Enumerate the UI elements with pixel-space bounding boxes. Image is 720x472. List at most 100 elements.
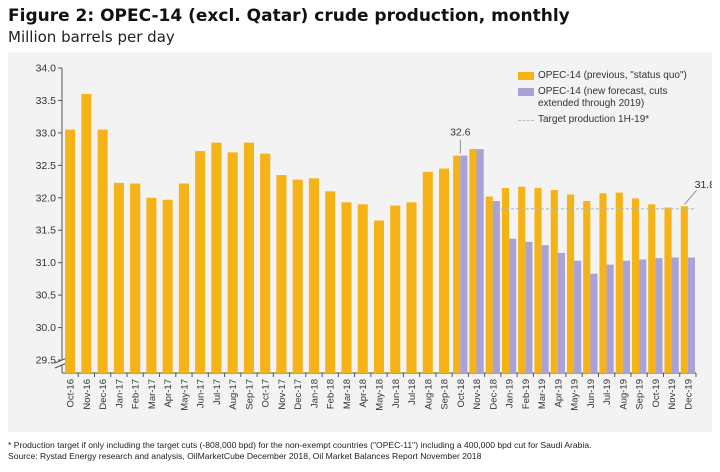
x-tick-label-10: Aug-17 (228, 379, 239, 410)
bar-previous-11 (243, 142, 254, 373)
bar-new-forecast-35 (639, 259, 647, 373)
x-tick-label-1: Nov-16 (82, 379, 93, 410)
bar-previous-28 (518, 186, 526, 373)
bar-previous-25 (469, 149, 477, 373)
bar-previous-38 (680, 206, 688, 373)
annotation-end-leader (684, 189, 697, 205)
chart-subtitle: Million barrels per day (8, 28, 175, 46)
chart-panel: 29.5 30.0 30.5 31.0 31.5 32.0 32.5 33.0 33.5 34.0… (8, 52, 712, 432)
bar-previous-1 (81, 93, 92, 373)
x-tick-label-30: Apr-19 (553, 379, 564, 408)
bar-previous-15 (308, 178, 320, 373)
bar-previous-37 (664, 207, 672, 373)
bar-previous-29 (534, 188, 542, 373)
bar-previous-5 (146, 197, 157, 373)
bar-previous-22 (422, 171, 433, 373)
bar-new-forecast-34 (622, 260, 630, 373)
footnote-source: Source: Rystad Energy research and analy… (8, 451, 482, 461)
y-tick-label-3: 31.0 (36, 257, 57, 269)
bar-new-forecast-37 (671, 257, 679, 373)
bar-new-forecast-33 (606, 264, 614, 373)
bar-previous-0 (65, 129, 76, 373)
x-tick-label-20: Jun-18 (391, 379, 402, 408)
bar-new-forecast-26 (492, 201, 500, 373)
x-tick-label-27: Jan-19 (505, 379, 516, 408)
bar-previous-23 (438, 168, 450, 373)
legend-swatch-new-forecast (518, 88, 534, 96)
y-tick-label-9: 34.0 (36, 63, 57, 75)
x-tick-label-37: Nov-19 (667, 379, 678, 410)
x-tick-label-26: Dec-18 (488, 379, 499, 410)
x-tick-label-11: Sep-17 (244, 379, 255, 410)
x-tick-label-34: Aug-19 (618, 379, 629, 410)
bar-new-forecast-38 (687, 257, 696, 373)
legend-label-previous: OPEC-14 (previous, "status quo") (538, 70, 687, 81)
bar-previous-18 (357, 204, 368, 373)
x-tick-label-7: May-17 (179, 379, 190, 411)
bar-previous-30 (550, 190, 558, 373)
x-tick-label-38: Dec-19 (683, 379, 694, 410)
bar-new-forecast-32 (590, 273, 598, 373)
bar-chart: 29.5 30.0 30.5 31.0 31.5 32.0 32.5 33.0 33.5 34.0… (36, 63, 712, 411)
x-tick-label-31: May-19 (570, 379, 581, 411)
bar-new-forecast-28 (525, 241, 533, 373)
bar-previous-16 (325, 191, 336, 373)
bar-previous-2 (97, 129, 108, 373)
bar-previous-7 (178, 183, 189, 373)
legend-item-new-forecast: OPEC-14 (new forecast, cuts extended thr… (518, 86, 708, 110)
legend-label-target: Target production 1H-19* (538, 114, 650, 125)
legend-item-target: Target production 1H-19* (518, 114, 708, 126)
bar-previous-13 (276, 175, 287, 373)
x-tick-label-6: Apr-17 (163, 379, 174, 408)
bar-previous-31 (566, 194, 575, 373)
x-tick-label-32: Jun-19 (586, 379, 597, 408)
x-tick-label-21: Jul-18 (407, 379, 418, 405)
footnote: * Production target if only including th… (8, 440, 592, 462)
bar-previous-34 (615, 192, 623, 373)
bar-new-forecast-27 (509, 238, 517, 373)
legend-label-new-forecast: OPEC-14 (new forecast, cuts extended thr… (538, 86, 668, 109)
annotation-peak: 32.6 (450, 127, 471, 139)
x-tick-label-33: Jul-19 (602, 379, 613, 405)
chart-legend: OPEC-14 (previous, "status quo") OPEC-14… (518, 70, 708, 130)
x-tick-label-12: Oct-17 (261, 379, 272, 408)
x-tick-label-16: Feb-18 (326, 379, 337, 409)
y-tick-label-6: 32.5 (36, 160, 57, 172)
bar-previous-12 (260, 153, 271, 373)
x-tick-label-22: Aug-18 (423, 379, 434, 410)
bar-new-forecast-29 (541, 245, 549, 373)
y-tick-label-2: 30.5 (36, 290, 57, 302)
x-tick-label-18: Apr-18 (358, 379, 369, 408)
bar-previous-35 (631, 198, 640, 373)
bar-previous-6 (162, 199, 173, 373)
y-tick-label-5: 32.0 (36, 192, 57, 204)
x-tick-label-9: Jul-17 (212, 379, 223, 405)
x-tick-label-23: Sep-18 (440, 379, 451, 410)
bar-previous-36 (648, 204, 656, 373)
bar-previous-14 (292, 179, 303, 373)
x-tick-label-3: Jan-17 (114, 379, 125, 408)
bar-previous-20 (390, 205, 401, 373)
x-tick-label-2: Dec-16 (98, 379, 109, 410)
y-tick-label-7: 33.0 (36, 127, 57, 139)
x-tick-label-8: Jun-17 (196, 379, 207, 408)
x-tick-label-25: Nov-18 (472, 379, 483, 410)
bar-previous-32 (583, 201, 591, 373)
bar-new-forecast-30 (557, 252, 565, 373)
y-tick-label-4: 31.5 (36, 225, 57, 237)
x-tick-label-5: Mar-17 (147, 379, 158, 409)
bar-new-forecast-36 (655, 258, 663, 373)
x-tick-label-14: Dec-17 (293, 379, 304, 410)
bar-previous-3 (113, 182, 124, 373)
y-tick-label-1: 30.0 (36, 322, 57, 334)
annotation-end: 31.8 (695, 179, 712, 191)
bar-previous-10 (227, 152, 238, 373)
x-tick-label-17: Mar-18 (342, 379, 353, 409)
bar-new-forecast-31 (574, 260, 582, 373)
x-tick-label-29: Mar-19 (537, 379, 548, 409)
legend-swatch-target (518, 120, 534, 121)
bar-previous-26 (485, 196, 493, 373)
bar-previous-21 (406, 202, 417, 373)
bar-new-forecast-24 (460, 155, 468, 373)
chart-title: Figure 2: OPEC-14 (excl. Qatar) crude pr… (8, 6, 570, 26)
